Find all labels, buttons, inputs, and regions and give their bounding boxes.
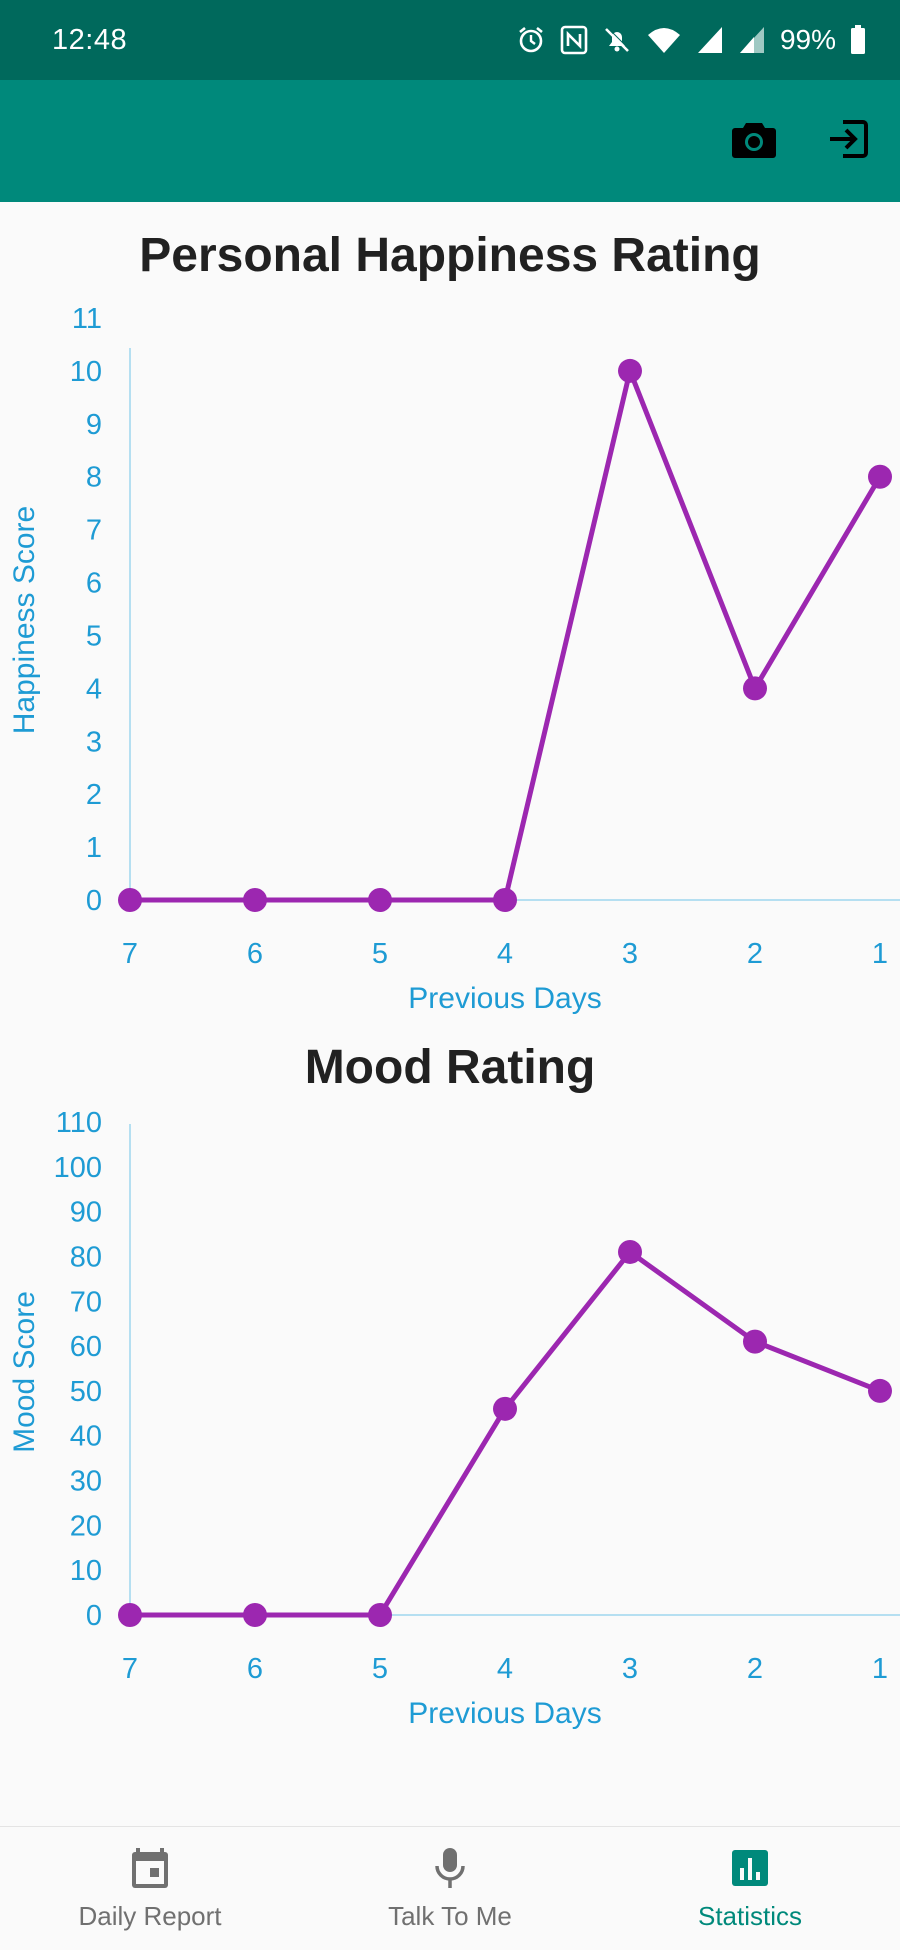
- signal-icon: [696, 25, 724, 55]
- y-tick-label: 60: [70, 1331, 102, 1363]
- signal-icon-2: [738, 25, 766, 55]
- data-point: [368, 888, 392, 912]
- mute-icon: [602, 25, 632, 55]
- y-tick-label: 2: [86, 779, 102, 811]
- y-tick-label: 3: [86, 726, 102, 758]
- nav-label: Statistics: [697, 1901, 803, 1931]
- wifi-icon: [646, 25, 682, 55]
- y-tick-label: 4: [86, 673, 102, 705]
- y-tick-label: 10: [70, 1555, 102, 1587]
- y-tick-label: 50: [70, 1376, 102, 1408]
- data-point: [868, 1378, 892, 1403]
- nav-label: Talk To Me: [388, 1901, 512, 1931]
- nav-label: Daily Report: [78, 1901, 222, 1931]
- x-tick-label: 1: [872, 1653, 888, 1685]
- nav-item-statistics[interactable]: Statistics: [600, 1827, 900, 1950]
- x-tick-label: 7: [122, 938, 138, 970]
- y-tick-label: 110: [56, 1107, 102, 1139]
- data-point: [118, 888, 142, 912]
- status-time: 12:48: [52, 23, 128, 56]
- calendar-icon: [130, 1846, 170, 1895]
- data-point: [618, 358, 642, 383]
- y-tick-label: 30: [70, 1466, 102, 1498]
- bottom-navigation: Daily Report Talk To Me Statistics: [0, 1826, 900, 1950]
- x-tick-label: 7: [122, 1653, 138, 1685]
- y-tick-label: 70: [70, 1286, 102, 1318]
- y-axis-label: Happiness Score: [8, 506, 41, 734]
- status-icons: 99%: [516, 24, 866, 56]
- y-tick-label: 7: [86, 515, 102, 547]
- y-tick-label: 6: [86, 568, 102, 600]
- data-point: [618, 1239, 642, 1264]
- bar-chart-icon: [730, 1846, 770, 1895]
- y-axis-label: Mood Score: [8, 1291, 41, 1453]
- series-line: [130, 1249, 881, 1618]
- x-axis-label: Previous Days: [408, 982, 601, 1015]
- y-tick-label: 8: [86, 462, 102, 494]
- happiness-chart-title: Personal Happiness Rating: [139, 229, 761, 282]
- x-tick-label: 5: [372, 938, 388, 970]
- happiness-chart: 0 1 2 3 4 5 6 7 8 9 10 11 7 6 5 4 3 2 1 Previous Days Happin…: [8, 303, 900, 1015]
- y-tick-label: 11: [72, 303, 102, 335]
- nav-item-talk-to-me[interactable]: Talk To Me: [300, 1827, 600, 1950]
- x-tick-label: 3: [622, 938, 638, 970]
- data-point: [743, 1329, 767, 1354]
- data-point: [368, 1603, 392, 1627]
- data-point: [493, 1396, 517, 1421]
- camera-button[interactable]: [724, 111, 784, 171]
- logout-icon: [827, 118, 869, 165]
- series-line: [130, 368, 883, 903]
- y-tick-label: 9: [86, 409, 102, 441]
- data-point: [243, 888, 267, 912]
- camera-icon: [731, 119, 777, 164]
- nav-item-daily-report[interactable]: Daily Report: [0, 1827, 300, 1950]
- data-point: [868, 464, 892, 489]
- y-tick-label: 90: [70, 1197, 102, 1229]
- status-bar: 12:48 99%: [0, 0, 900, 80]
- y-tick-label: 0: [86, 885, 102, 917]
- x-tick-label: 5: [372, 1653, 388, 1685]
- y-tick-label: 0: [86, 1600, 102, 1632]
- data-point: [493, 888, 517, 912]
- mood-chart: 0 10 20 30 40 50 60 70 80 90 100 110 7 6 5 4 3 2 1 Previous…: [8, 1107, 900, 1730]
- battery-icon: [850, 25, 866, 55]
- x-tick-label: 4: [497, 1653, 513, 1685]
- x-tick-label: 2: [747, 938, 763, 970]
- data-point: [243, 1603, 267, 1627]
- statistics-content[interactable]: Personal Happiness Rating 0 1 2 3 4 5 6 7 8 9 10 11…: [0, 202, 900, 1826]
- battery-percent: 99%: [779, 24, 836, 55]
- x-tick-label: 3: [622, 1653, 638, 1685]
- y-tick-label: 5: [86, 620, 102, 652]
- x-tick-label: 4: [497, 938, 513, 970]
- data-point: [743, 676, 767, 701]
- y-tick-label: 1: [86, 832, 102, 864]
- y-tick-label: 80: [70, 1241, 102, 1273]
- data-point: [118, 1603, 142, 1627]
- x-axis-label: Previous Days: [408, 1697, 601, 1730]
- logout-button[interactable]: [818, 111, 878, 171]
- y-tick-label: 10: [70, 356, 102, 388]
- mood-chart-title: Mood Rating: [304, 1041, 596, 1094]
- nfc-icon: [560, 25, 588, 55]
- y-tick-label: 20: [70, 1510, 102, 1542]
- x-tick-label: 1: [872, 938, 888, 970]
- alarm-icon: [516, 25, 546, 55]
- microphone-icon: [430, 1846, 470, 1895]
- y-tick-label: 40: [70, 1421, 102, 1453]
- app-bar: [0, 80, 900, 202]
- x-tick-label: 2: [747, 1653, 763, 1685]
- x-tick-label: 6: [247, 1653, 263, 1685]
- x-tick-label: 6: [247, 938, 263, 970]
- y-tick-label: 100: [54, 1152, 102, 1184]
